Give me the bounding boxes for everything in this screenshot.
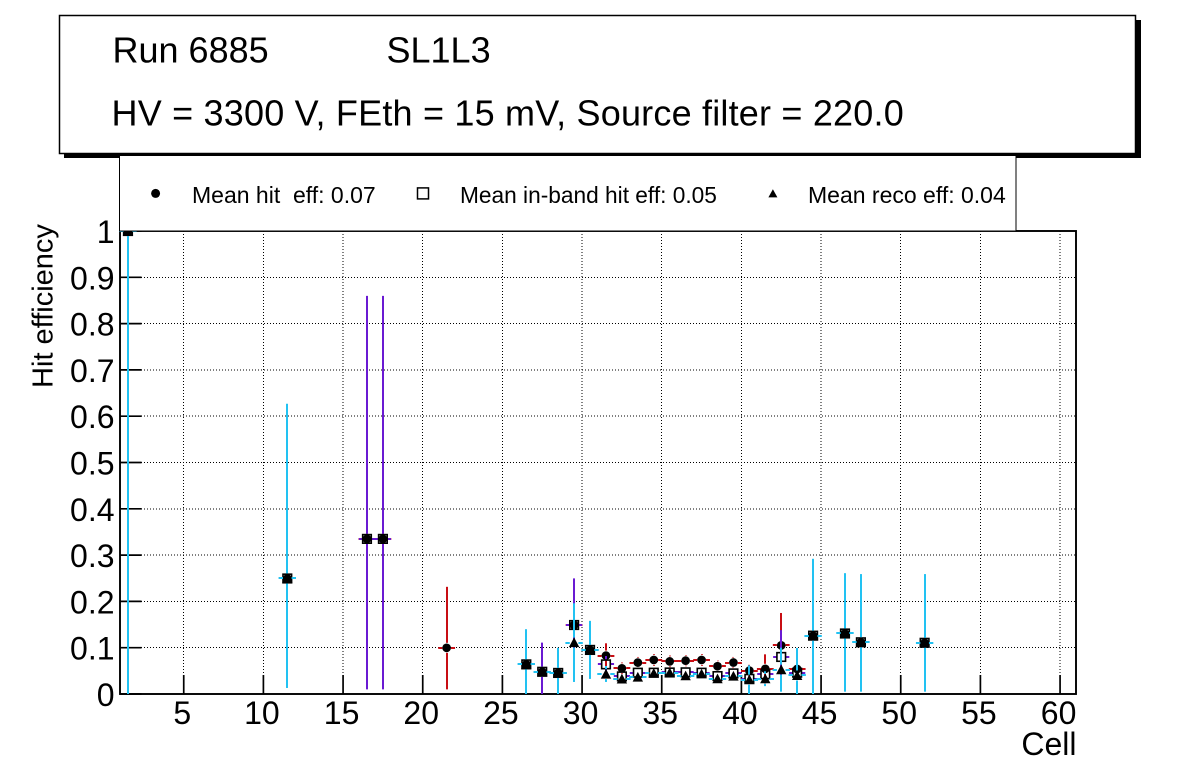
svg-text:25: 25 [483,695,519,731]
svg-text:0.5: 0.5 [70,446,114,482]
svg-text:Mean hit eff: 0.07: Mean hit eff: 0.07 [192,182,376,208]
svg-text:10: 10 [244,695,280,731]
svg-text:0.6: 0.6 [70,399,114,435]
svg-text:Mean in-band hit eff: 0.05: Mean in-band hit eff: 0.05 [460,182,717,208]
svg-text:Run 6885: Run 6885 [113,30,269,71]
svg-text:0.1: 0.1 [70,631,114,667]
svg-text:1: 1 [97,214,115,250]
svg-text:0.2: 0.2 [70,584,114,620]
svg-text:50: 50 [881,695,917,731]
svg-text:45: 45 [802,695,838,731]
svg-text:0.9: 0.9 [70,260,114,296]
svg-text:0.3: 0.3 [70,538,114,574]
svg-text:60: 60 [1041,695,1077,731]
svg-text:35: 35 [642,695,678,731]
svg-text:Mean reco eff: 0.04: Mean reco eff: 0.04 [808,182,1006,208]
svg-text:5: 5 [173,695,191,731]
svg-text:55: 55 [961,695,997,731]
svg-text:40: 40 [722,695,758,731]
svg-text:0.7: 0.7 [70,353,114,389]
svg-text:Cell: Cell [1021,726,1076,762]
svg-text:SL1L3: SL1L3 [387,30,491,71]
svg-text:0.8: 0.8 [70,307,114,343]
svg-text:HV = 3300 V, FEth = 15 mV, Sou: HV = 3300 V, FEth = 15 mV, Source filter… [112,92,904,133]
svg-text:15: 15 [324,695,360,731]
svg-text:20: 20 [403,695,439,731]
svg-text:0: 0 [97,677,115,713]
svg-text:0.4: 0.4 [70,492,114,528]
svg-text:30: 30 [563,695,599,731]
svg-text:Hit efficiency: Hit efficiency [28,224,60,388]
